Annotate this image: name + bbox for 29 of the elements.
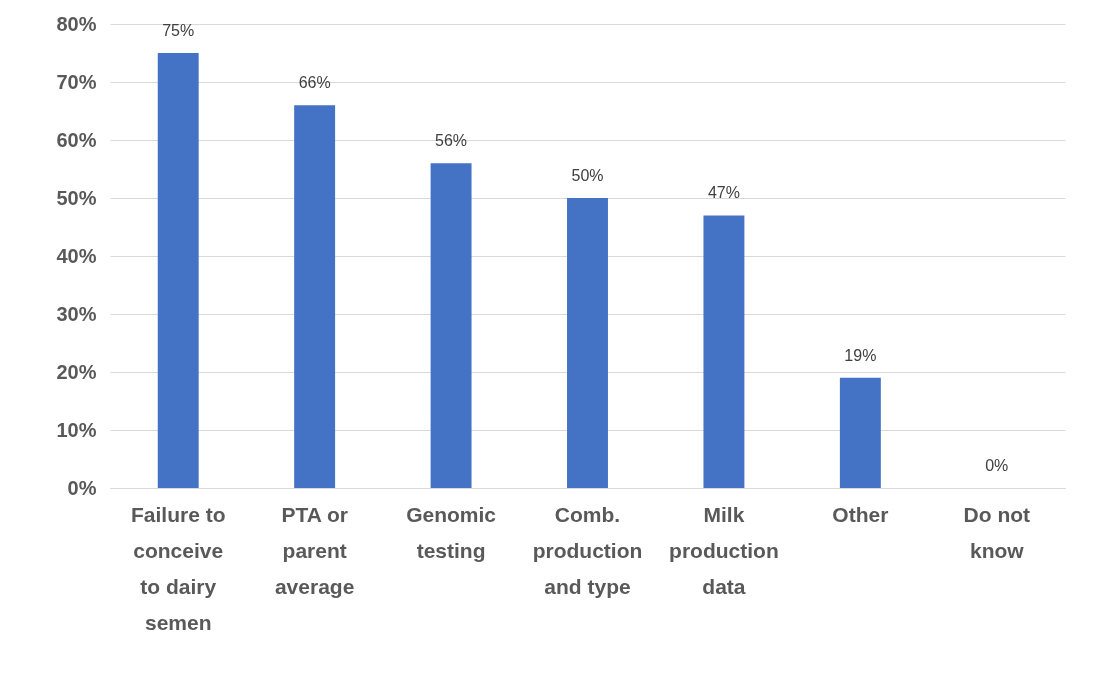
- y-tick-label: 80%: [56, 12, 97, 35]
- y-tick-label: 0%: [67, 476, 97, 499]
- x-tick-label: PTA or parent average: [274, 502, 355, 598]
- bar: [430, 163, 472, 488]
- bar: [839, 377, 881, 488]
- y-tick-label: 30%: [56, 302, 97, 325]
- data-label: 75%: [162, 22, 195, 39]
- data-label: 56%: [435, 132, 468, 150]
- data-label: 0%: [985, 457, 1009, 474]
- x-tick-label: Do not know: [963, 502, 1031, 562]
- x-tick-label: Genomic testing: [406, 502, 497, 562]
- data-label: 19%: [844, 346, 877, 364]
- y-tick-label: 20%: [56, 360, 97, 383]
- y-tick-label: 70%: [56, 70, 97, 93]
- y-tick-label: 10%: [56, 418, 97, 441]
- x-tick-label: Milk production data: [669, 502, 779, 598]
- bar: [703, 215, 745, 488]
- y-tick-label: 40%: [56, 244, 97, 267]
- x-tick-label: Failure to conceive to dairy semen: [130, 502, 226, 634]
- data-label: 66%: [298, 74, 331, 92]
- data-label: 50%: [571, 167, 604, 184]
- x-tick-label: Other: [832, 502, 889, 526]
- bar: [567, 198, 608, 488]
- bar: [294, 105, 336, 488]
- bar: [157, 53, 199, 488]
- data-label: 47%: [707, 184, 740, 202]
- y-tick-label: 50%: [56, 186, 97, 209]
- x-tick-label: Comb. production and type: [532, 502, 643, 598]
- y-tick-label: 60%: [56, 128, 97, 151]
